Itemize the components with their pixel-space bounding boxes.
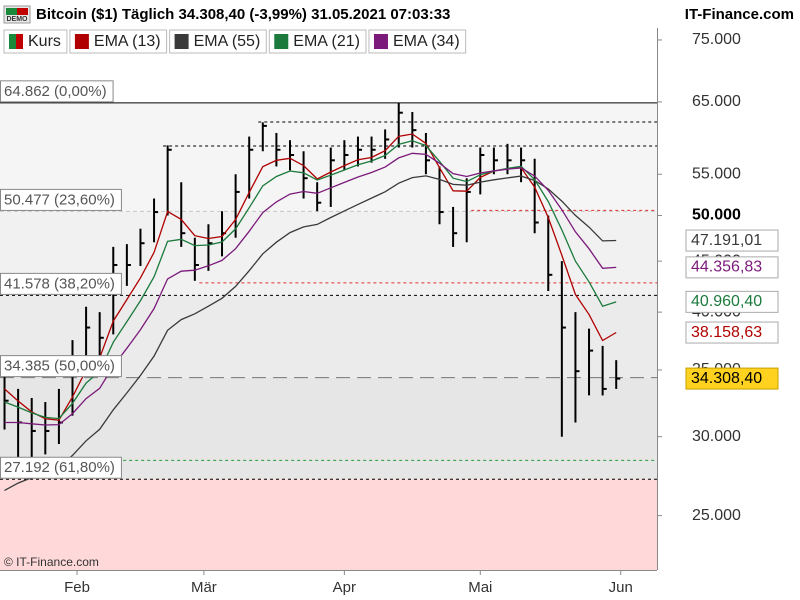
legend-icon [174, 34, 189, 49]
last-value-box [685, 229, 779, 252]
x-tick-label: Jun [609, 579, 633, 596]
y-tick-label: 75.000 [692, 31, 741, 48]
ema-line [4, 175, 617, 491]
fib-zone [0, 479, 657, 570]
fib-label-box [0, 355, 122, 378]
copyright: © IT-Finance.com [4, 555, 99, 569]
legend-box [368, 29, 467, 54]
fib-label-box [0, 188, 122, 211]
fib-label: 64.862 (0,00%) [0, 80, 114, 103]
legend-label: Kurs [28, 33, 61, 50]
badge: DEMO [7, 16, 29, 23]
x-tick-label: Mär [191, 579, 217, 596]
badge-icon [6, 8, 17, 15]
legend-label: EMA (13) [94, 33, 161, 50]
legend-icon [16, 34, 23, 49]
fib-label: 34.385 (50,00%) [0, 355, 122, 378]
x-tick-label: Mai [468, 579, 492, 596]
last-value-label: 44.356,83 [691, 259, 762, 276]
overlay: 64.862 (0,00%) 50.477 (23,60%) 41.578 (38,… [0, 29, 779, 479]
fib-label-box [0, 80, 114, 103]
fib-label-text: 50.477 (23,60%) [4, 191, 115, 208]
y-tick-label: 50.000 [692, 207, 741, 224]
legend-item: EMA (13) [69, 29, 168, 54]
last-value-box [685, 367, 779, 390]
last-value-label: 40.960,40 [691, 293, 762, 310]
legend-label: EMA (55) [194, 33, 261, 50]
legend-item: EMA (21) [268, 29, 367, 54]
legend-box [169, 29, 267, 54]
legend-item: EMA (34) [368, 29, 467, 54]
legend-item: Kurs [3, 29, 68, 54]
legend-icon [9, 34, 16, 49]
legend-box [268, 29, 367, 54]
fib-label-text: 41.578 (38,20%) [4, 275, 115, 292]
last-value-box [685, 321, 779, 344]
last-value-box [685, 290, 779, 313]
fib-label: 27.192 (61,80%) [0, 456, 122, 479]
last-value-label: 38.158,63 [691, 324, 762, 341]
fib-label-box [0, 456, 122, 479]
y-tick-label: 30.000 [692, 428, 741, 445]
y-tick-label: 65.000 [692, 93, 741, 110]
legend-icon [74, 34, 89, 49]
legend-icon [373, 34, 388, 49]
fib-label-text: 27.192 (61,80%) [4, 459, 115, 476]
legend-item: EMA (55) [169, 29, 267, 54]
last-value-box [685, 256, 779, 279]
fib-label-text: 34.385 (50,00%) [4, 358, 115, 375]
fib-label-box [0, 272, 122, 295]
fib-label: 41.578 (38,20%) [0, 272, 122, 295]
brand: IT-Finance.com [685, 6, 794, 23]
badge-icon [17, 8, 28, 15]
legend-label: EMA (21) [293, 33, 360, 50]
last-value-label: 34.308,40 [691, 370, 762, 387]
plot-area [0, 102, 657, 570]
legend-icon [274, 34, 289, 49]
y-tick-label: 55.000 [692, 165, 741, 182]
ema-line [4, 152, 617, 426]
last-value-label: 47.191,01 [691, 232, 762, 249]
chart-title: Bitcoin ($1) Täglich 34.308,40 (-3,99%) … [36, 6, 450, 23]
x-tick-label: Apr [333, 579, 356, 596]
x-tick-label: Feb [64, 579, 90, 596]
legend-box [69, 29, 168, 54]
y-tick-label: 25.000 [692, 507, 741, 524]
legend-label: EMA (34) [393, 33, 460, 50]
fib-label-text: 64.862 (0,00%) [4, 83, 107, 100]
fib-label: 50.477 (23,60%) [0, 188, 122, 211]
